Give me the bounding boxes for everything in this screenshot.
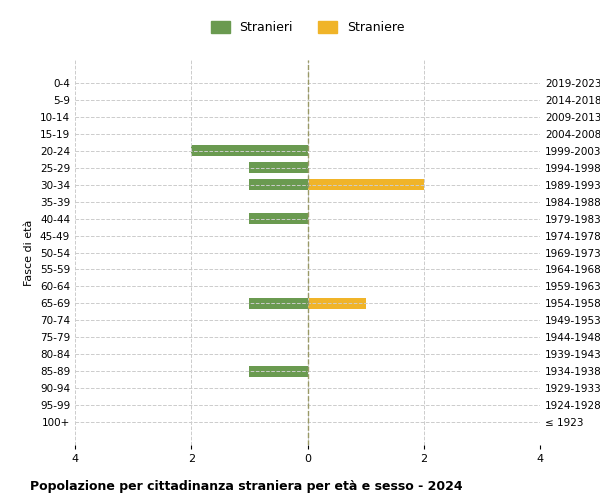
Bar: [250, 214, 308, 224]
Bar: [308, 180, 424, 190]
Bar: [250, 180, 308, 190]
Bar: [250, 298, 308, 308]
Legend: Stranieri, Straniere: Stranieri, Straniere: [206, 16, 409, 39]
Text: Popolazione per cittadinanza straniera per età e sesso - 2024: Popolazione per cittadinanza straniera p…: [30, 480, 463, 493]
Y-axis label: Fasce di età: Fasce di età: [25, 220, 34, 286]
Bar: [308, 298, 365, 308]
Bar: [250, 366, 308, 376]
Bar: [191, 146, 308, 156]
Bar: [250, 162, 308, 172]
